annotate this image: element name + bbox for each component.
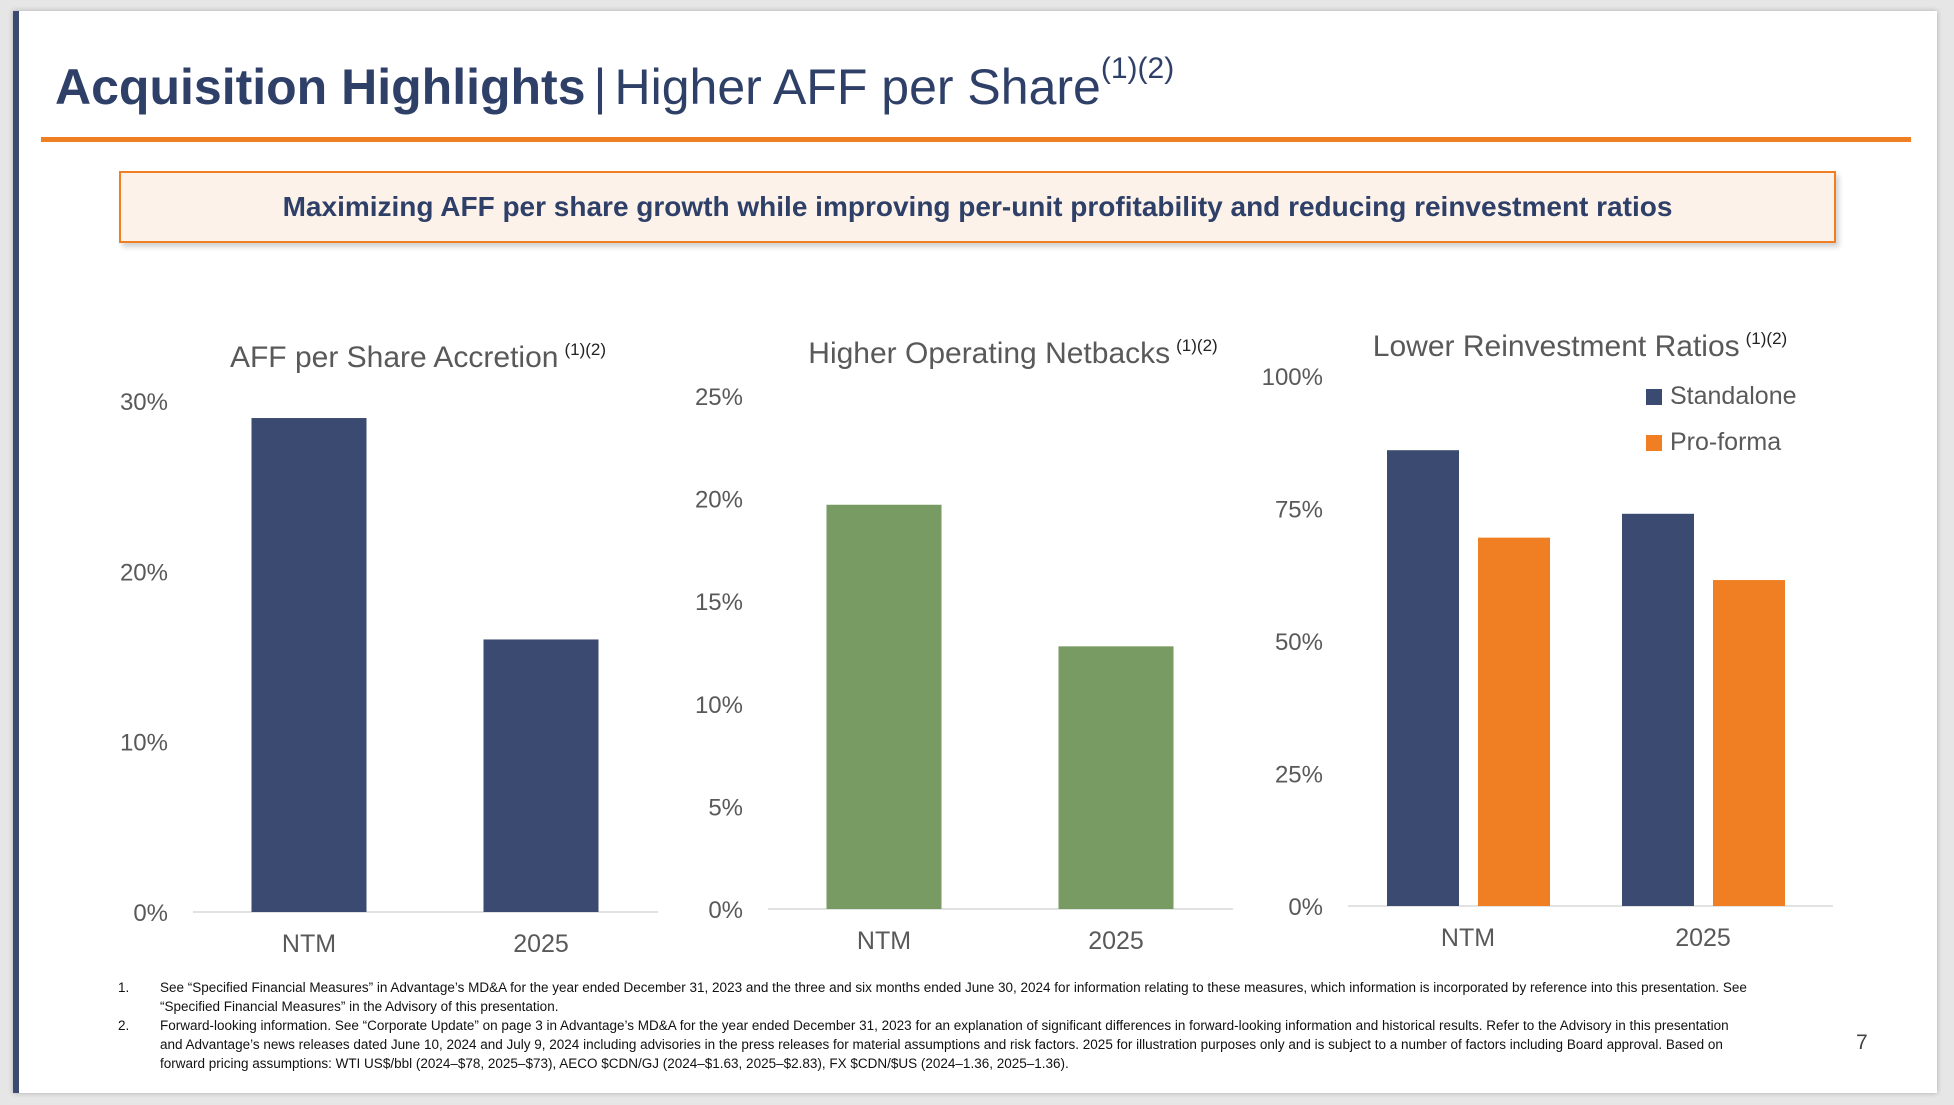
title-superscript: (1)(2) (1100, 52, 1175, 85)
bar (1058, 646, 1174, 909)
banner-text: Maximizing AFF per share growth while im… (282, 191, 1673, 222)
bar (1387, 450, 1459, 906)
legend-label: Standalone (1670, 382, 1797, 410)
title-bold: Acquisition Highlights (55, 59, 586, 115)
title-underline (41, 137, 1911, 142)
title-separator: | (593, 59, 607, 115)
x-tick-label: NTM (857, 927, 911, 955)
footnotes: 1. See “Specified Financial Measures” in… (118, 978, 1754, 1073)
y-tick-label: 5% (708, 794, 743, 821)
footnote-text: See “Specified Financial Measures” in Ad… (160, 980, 1747, 1014)
x-tick-label: NTM (1441, 924, 1495, 952)
highlight-banner: Maximizing AFF per share growth while im… (119, 171, 1836, 243)
chart-title: AFF per Share Accretion (1)(2) (230, 340, 606, 374)
bar (1478, 537, 1550, 906)
y-tick-label: 25% (695, 384, 743, 411)
y-tick-label: 30% (120, 389, 168, 416)
chart-title-superscript: (1)(2) (564, 340, 606, 359)
chart-reinvestment-ratios: Lower Reinvestment Ratios (1)(2) 0% 25% 50% 7… (1262, 329, 1833, 952)
page-title: Acquisition Highlights | Higher AFF per Sh… (55, 52, 1174, 116)
chart-title-text: Higher Operating Netbacks (808, 337, 1170, 370)
bar (826, 504, 942, 909)
chart-title-text: AFF per Share Accretion (230, 341, 558, 374)
y-tick-label: 20% (120, 559, 168, 586)
footnote-2: 2. Forward-looking information. See “Cor… (118, 1016, 1754, 1073)
chart-title: Lower Reinvestment Ratios (1)(2) (1373, 329, 1787, 363)
chart-title-superscript: (1)(2) (1176, 336, 1218, 355)
x-tick-label: 2025 (1088, 927, 1144, 955)
y-tick-label: 25% (1275, 762, 1323, 789)
y-tick-label: 15% (695, 589, 743, 616)
x-tick-label: 2025 (1675, 924, 1731, 952)
legend-swatch (1646, 435, 1662, 451)
legend-swatch (1646, 389, 1662, 405)
y-tick-label: 10% (695, 692, 743, 719)
footnote-1: 1. See “Specified Financial Measures” in… (118, 978, 1754, 1016)
footnote-number: 2. (118, 1018, 130, 1033)
footnote-text: Forward-looking information. See “Corpor… (160, 1018, 1729, 1071)
x-tick-label: 2025 (513, 930, 569, 958)
y-tick-label: 100% (1262, 364, 1323, 391)
chart-operating-netbacks: Higher Operating Netbacks (1)(2) 0% 5% 10% 15… (695, 336, 1233, 955)
chart-title-superscript: (1)(2) (1746, 329, 1788, 348)
page-number: 7 (1856, 1031, 1868, 1054)
y-tick-label: 50% (1275, 629, 1323, 656)
chart-aff-per-share-accretion: AFF per Share Accretion (1)(2) 0% 10% 20% 30%… (120, 340, 658, 958)
bar (1713, 580, 1785, 906)
legend-label: Pro-forma (1670, 428, 1781, 456)
chart-title: Higher Operating Netbacks (1)(2) (808, 336, 1217, 370)
footnote-number: 1. (118, 980, 130, 995)
y-tick-label: 75% (1275, 497, 1323, 524)
slide: Acquisition Highlights | Higher AFF per Sh… (13, 11, 1937, 1093)
y-tick-label: 20% (695, 487, 743, 514)
left-accent-bar (13, 11, 19, 1093)
y-tick-label: 0% (1288, 894, 1323, 921)
title-light: Higher AFF per Share (614, 59, 1101, 115)
chart-title-text: Lower Reinvestment Ratios (1373, 330, 1740, 363)
bar (251, 418, 367, 912)
y-tick-label: 10% (120, 730, 168, 757)
bar (1622, 513, 1694, 906)
y-tick-label: 0% (133, 900, 168, 927)
y-tick-label: 0% (708, 897, 743, 924)
x-tick-label: NTM (282, 930, 336, 958)
bar (483, 639, 599, 912)
